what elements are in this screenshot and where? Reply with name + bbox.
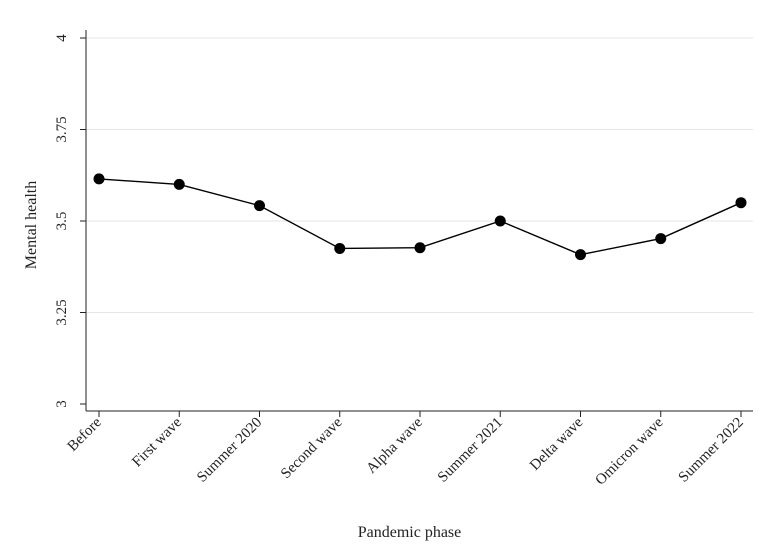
x-tick-label: Omicron wave <box>593 414 667 488</box>
x-axis-ticks: Before First wave Summer 2020 Second wave Al… <box>65 411 747 489</box>
y-tick-label: 3.5 <box>54 212 70 231</box>
data-point <box>494 215 506 227</box>
x-tick-label: Alpha wave <box>364 414 427 477</box>
data-point <box>655 233 667 245</box>
x-tick-label: Summer 2021 <box>435 415 506 486</box>
gridlines <box>86 37 753 313</box>
x-tick-label: First wave <box>129 414 185 470</box>
data-point <box>735 197 747 209</box>
y-tick-label: 4 <box>54 34 70 42</box>
x-tick-label: Summer 2022 <box>676 415 747 486</box>
x-axis-title: Pandemic phase <box>358 524 462 541</box>
data-points <box>93 173 747 261</box>
y-tick-label: 3.25 <box>54 299 70 325</box>
x-tick-label: Summer 2020 <box>194 415 265 486</box>
data-point <box>173 178 185 190</box>
y-axis-title: Mental health <box>23 181 40 269</box>
y-tick-label: 3.75 <box>54 116 70 142</box>
y-axis-ticks: 3 3.25 3.5 3.75 4 <box>54 34 86 408</box>
y-tick-label: 3 <box>54 400 70 408</box>
data-point <box>93 173 105 185</box>
x-tick-label: Delta wave <box>527 414 587 474</box>
x-tick-label: Second wave <box>278 414 346 482</box>
data-point <box>254 200 265 212</box>
data-point <box>575 249 586 261</box>
data-point <box>414 242 426 254</box>
data-point <box>334 242 346 254</box>
x-tick-label: Before <box>65 414 105 454</box>
